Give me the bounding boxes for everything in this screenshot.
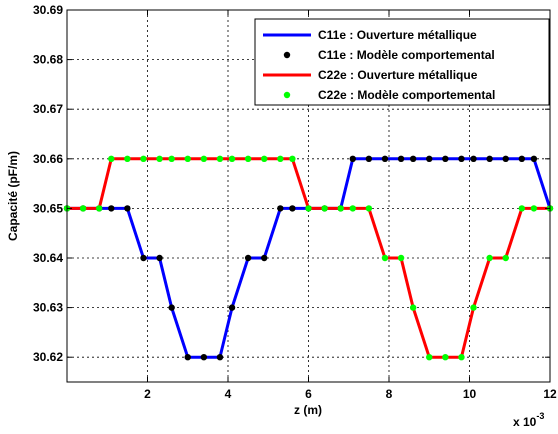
- data-point-3: [140, 155, 147, 162]
- x-tick-label: 6: [305, 387, 312, 401]
- data-point-3: [486, 254, 493, 262]
- data-point-3: [442, 354, 449, 361]
- x-tick-label: 10: [463, 387, 477, 401]
- x-axis-multiplier: x 10-3: [513, 411, 544, 429]
- data-point-1: [168, 304, 175, 311]
- data-point-3: [409, 304, 417, 311]
- data-point-1: [108, 205, 115, 212]
- data-point-1: [140, 254, 147, 262]
- data-point-1: [426, 155, 433, 162]
- y-tick-label: 30.66: [33, 152, 63, 166]
- data-point-3: [124, 155, 131, 162]
- axis-ticks: 2 4 6 8 10 12 30.62 30.63 30.64 30.65 30.66 30.67 30…: [33, 3, 557, 401]
- x-axis-multiplier-exponent: -3: [536, 411, 544, 421]
- data-point-1: [124, 205, 131, 212]
- data-point-3: [289, 155, 296, 162]
- data-point-1: [530, 155, 538, 162]
- data-point-1: [277, 205, 284, 212]
- data-point-1: [409, 155, 417, 162]
- data-point-1: [228, 304, 236, 311]
- data-point-1: [470, 155, 477, 162]
- x-tick-label: 8: [386, 387, 393, 401]
- data-point-1: [261, 254, 268, 262]
- data-point-3: [244, 155, 252, 162]
- data-point-1: [458, 155, 465, 162]
- data-point-1: [216, 354, 224, 361]
- x-tick-label: 4: [225, 387, 232, 401]
- data-point-3: [337, 205, 344, 212]
- data-point-1: [156, 254, 163, 262]
- data-point-1: [486, 155, 493, 162]
- data-point-3: [200, 155, 208, 162]
- data-point-3: [228, 155, 236, 162]
- legend-label: C22e : Ouverture métallique: [318, 68, 478, 82]
- legend-label: C22e : Modèle comportemental: [318, 88, 495, 102]
- legend: C11e : Ouverture métallique C11e : Modèle…: [254, 18, 550, 106]
- data-point-3: [518, 205, 526, 212]
- data-point-3: [397, 254, 405, 262]
- y-tick-label: 30.67: [33, 102, 63, 116]
- y-tick-label: 30.64: [33, 251, 63, 265]
- data-point-3: [184, 155, 191, 162]
- legend-box: [254, 18, 550, 106]
- data-point-3: [458, 354, 465, 361]
- data-point-1: [397, 155, 405, 162]
- data-point-1: [244, 254, 252, 262]
- legend-swatch-marker: [283, 91, 291, 99]
- data-point-3: [381, 254, 389, 262]
- data-point-1: [289, 205, 296, 212]
- data-point-3: [156, 155, 163, 162]
- data-point-3: [470, 304, 477, 311]
- x-tick-label: 2: [144, 387, 151, 401]
- legend-swatch-marker: [283, 51, 291, 59]
- data-point-3: [305, 205, 312, 212]
- series-layer: [63, 155, 554, 361]
- y-axis-label: Capacité (pF/m): [6, 151, 20, 241]
- y-tick-label: 30.65: [33, 201, 63, 215]
- x-axis-label: z (m): [294, 403, 322, 417]
- data-point-1: [349, 155, 356, 162]
- data-point-3: [530, 205, 538, 212]
- data-point-3: [96, 205, 103, 212]
- data-point-1: [502, 155, 509, 162]
- data-point-3: [168, 155, 175, 162]
- data-point-3: [502, 254, 509, 262]
- y-tick-label: 30.69: [33, 3, 63, 17]
- legend-label: C11e : Ouverture métallique: [318, 28, 477, 42]
- data-point-1: [200, 354, 208, 361]
- data-point-3: [79, 205, 87, 212]
- data-point-1: [365, 155, 373, 162]
- data-point-3: [349, 205, 356, 212]
- y-tick-label: 30.68: [33, 53, 63, 67]
- y-tick-label: 30.62: [33, 350, 63, 364]
- data-point-1: [381, 155, 389, 162]
- data-point-3: [108, 155, 115, 162]
- data-point-3: [261, 155, 268, 162]
- data-point-3: [321, 205, 328, 212]
- data-point-3: [365, 205, 373, 212]
- legend-label: C11e : Modèle comportemental: [318, 48, 495, 62]
- data-point-1: [518, 155, 526, 162]
- data-point-3: [216, 155, 224, 162]
- y-tick-label: 30.63: [33, 301, 63, 315]
- data-point-3: [277, 155, 284, 162]
- data-point-1: [184, 354, 191, 361]
- x-tick-label: 12: [543, 387, 557, 401]
- data-point-3: [426, 354, 433, 361]
- x-axis-multiplier-base: x 10: [513, 415, 537, 429]
- data-point-1: [442, 155, 449, 162]
